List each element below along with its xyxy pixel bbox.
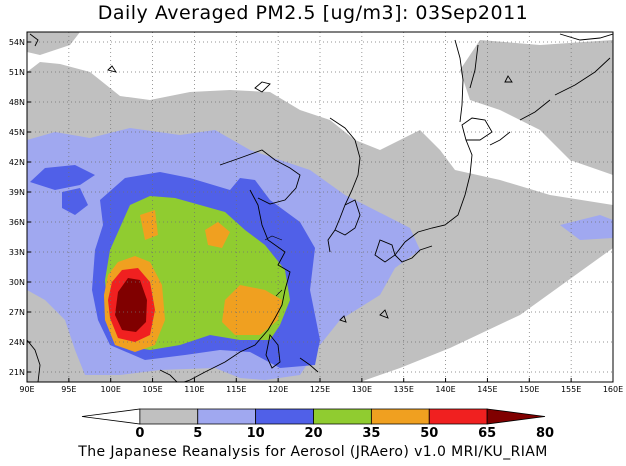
colorbar-swatch (255, 408, 314, 425)
latitude-ticks: 54N 51N 48N 45N 42N 39N 36N 33N 30N 27N 24N 21N (9, 38, 31, 377)
colorbar-swatch (313, 408, 372, 425)
map-title: Daily Averaged PM2.5 [ug/m3]: 03Sep2011 (97, 2, 529, 24)
colorbar-level-label: 80 (536, 426, 554, 441)
lat-tick-label: 30N (9, 278, 25, 287)
lon-tick-label: 120E (268, 385, 288, 394)
lon-tick-label: 110E (184, 385, 204, 394)
lat-tick-label: 24N (9, 338, 25, 347)
lat-tick-label: 42N (9, 158, 25, 167)
lat-tick-label: 21N (9, 368, 25, 377)
lon-tick-label: 150E (519, 385, 539, 394)
longitude-ticks: 90E 95E 100E 105E 110E 115E 120E 125E 130E 135E 14… (19, 378, 623, 394)
concentration-field (27, 32, 613, 382)
level-80-plus-area (115, 278, 147, 332)
lat-tick-label: 36N (9, 218, 25, 227)
lat-tick-label: 51N (9, 68, 25, 77)
lat-tick-label: 54N (9, 38, 25, 47)
lon-tick-label: 135E (394, 385, 414, 394)
colorbar-level-label: 10 (247, 426, 265, 441)
colorbar-level-label: 20 (304, 426, 322, 441)
colorbar-swatch (81, 408, 141, 425)
lon-tick-label: 125E (310, 385, 330, 394)
colorbar: 0 5 10 20 35 50 65 80 (81, 408, 554, 441)
lon-tick-label: 95E (61, 385, 76, 394)
lon-tick-label: 160E (603, 385, 623, 394)
borders (264, 235, 283, 297)
colorbar-swatch (370, 408, 430, 425)
colorbar-swatch (428, 408, 488, 425)
coastlines (27, 33, 613, 382)
colorbar-level-label: 5 (193, 426, 202, 441)
colorbar-swatch (486, 408, 546, 425)
lat-tick-label: 27N (9, 308, 25, 317)
lon-tick-label: 90E (19, 385, 34, 394)
lon-tick-label: 100E (101, 385, 121, 394)
lon-tick-label: 145E (477, 385, 497, 394)
colorbar-level-label: 35 (362, 426, 380, 441)
colorbar-swatch (197, 408, 257, 425)
lat-tick-label: 45N (9, 128, 25, 137)
lat-tick-label: 39N (9, 188, 25, 197)
lat-tick-label: 48N (9, 98, 25, 107)
lon-tick-label: 130E (352, 385, 372, 394)
colorbar-level-label: 65 (478, 426, 496, 441)
lon-tick-label: 155E (561, 385, 581, 394)
graticule (27, 32, 613, 382)
colorbar-swatch (139, 408, 199, 425)
lon-tick-label: 105E (142, 385, 162, 394)
lon-tick-label: 140E (435, 385, 455, 394)
colorbar-level-label: 50 (420, 426, 438, 441)
lat-tick-label: 33N (9, 248, 25, 257)
footer-credit: The Japanese Reanalysis for Aerosol (JRA… (78, 444, 548, 460)
lon-tick-label: 115E (226, 385, 246, 394)
colorbar-level-label: 0 (135, 426, 144, 441)
